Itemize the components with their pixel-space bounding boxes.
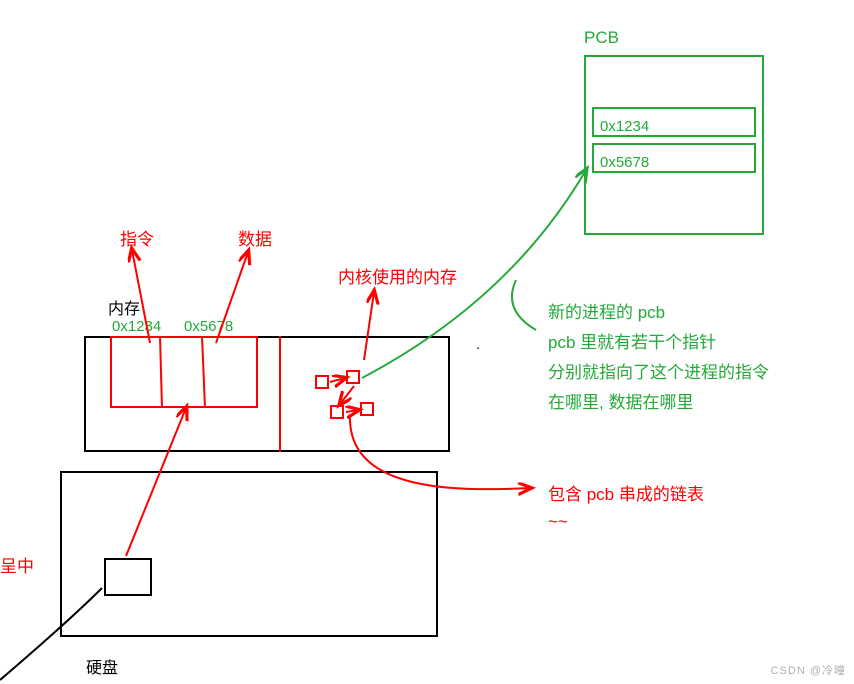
proc-label: 呈中 [0, 552, 34, 577]
pcb-title: PCB [584, 28, 619, 48]
stray-dot: . [476, 336, 480, 352]
memory-addr2: 0x5678 [184, 318, 233, 335]
pcb-cell-1: 0x1234 [592, 107, 756, 137]
kernel-node-2 [346, 370, 360, 384]
pcb-cell-1-text: 0x1234 [600, 118, 649, 135]
instruction-label: 指令 [120, 225, 154, 250]
kernel-node-1 [315, 375, 329, 389]
kernel-mem-label: 内核使用的内存 [338, 263, 457, 288]
watermark: CSDN @冷曈 [771, 662, 846, 678]
memory-label: 内存 [108, 295, 140, 319]
note-line-3: 分别就指向了这个进程的指令 [548, 358, 769, 383]
list-label: 包含 pcb 串成的链表 [548, 480, 704, 505]
kernel-node-3 [330, 405, 344, 419]
memory-addr1: 0x1234 [112, 318, 161, 335]
disk-label: 硬盘 [86, 654, 118, 678]
disk-file-box [104, 558, 152, 596]
memory-red-box [110, 336, 258, 408]
note-line-4: 在哪里, 数据在哪里 [548, 388, 693, 413]
pcb-cell-2: 0x5678 [592, 143, 756, 173]
data-label: 数据 [238, 225, 272, 250]
disk-outer-box [60, 471, 438, 637]
note-line-1: 新的进程的 pcb [548, 298, 665, 323]
note-line-2: pcb 里就有若干个指针 [548, 328, 716, 353]
tilde-label: ~~ [548, 512, 568, 532]
kernel-node-4 [360, 402, 374, 416]
pcb-cell-2-text: 0x5678 [600, 154, 649, 171]
